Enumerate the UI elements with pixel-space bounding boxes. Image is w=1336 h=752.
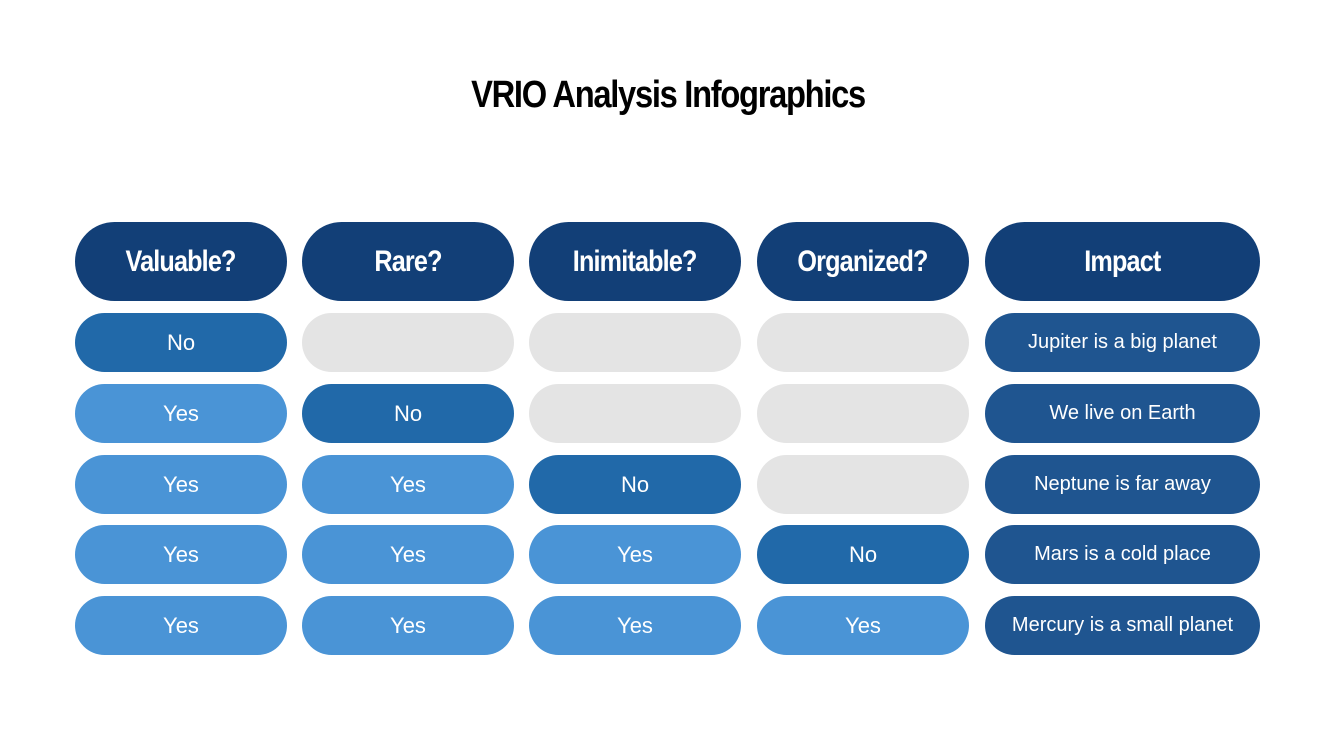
cell-rare-row-1 xyxy=(302,313,514,372)
header-rare: Rare? xyxy=(302,222,514,301)
cell-impact-row-5: Mercury is a small planet xyxy=(985,596,1260,655)
header-label: Rare? xyxy=(374,244,442,278)
cell-rare-row-2: No xyxy=(302,384,514,443)
cell-impact-row-4: Mars is a cold place xyxy=(985,525,1260,584)
cell-inimitable-row-3: No xyxy=(529,455,741,514)
cell-valuable-row-5: Yes xyxy=(75,596,287,655)
header-label: Organized? xyxy=(797,244,929,278)
cell-organized-row-3 xyxy=(757,455,969,514)
cell-rare-row-4: Yes xyxy=(302,525,514,584)
cell-inimitable-row-4: Yes xyxy=(529,525,741,584)
cell-impact-row-1: Jupiter is a big planet xyxy=(985,313,1260,372)
cell-impact-row-3: Neptune is far away xyxy=(985,455,1260,514)
cell-valuable-row-2: Yes xyxy=(75,384,287,443)
cell-valuable-row-4: Yes xyxy=(75,525,287,584)
header-label: Valuable? xyxy=(125,244,237,278)
cell-rare-row-3: Yes xyxy=(302,455,514,514)
cell-inimitable-row-5: Yes xyxy=(529,596,741,655)
cell-organized-row-5: Yes xyxy=(757,596,969,655)
header-impact: Impact xyxy=(985,222,1260,301)
page-title: VRIO Analysis Infographics xyxy=(471,74,866,116)
cell-inimitable-row-2 xyxy=(529,384,741,443)
cell-organized-row-2 xyxy=(757,384,969,443)
cell-inimitable-row-1 xyxy=(529,313,741,372)
header-organized: Organized? xyxy=(757,222,969,301)
header-label: Inimitable? xyxy=(573,244,698,278)
cell-valuable-row-1: No xyxy=(75,313,287,372)
header-inimitable: Inimitable? xyxy=(529,222,741,301)
cell-rare-row-5: Yes xyxy=(302,596,514,655)
cell-impact-row-2: We live on Earth xyxy=(985,384,1260,443)
header-valuable: Valuable? xyxy=(75,222,287,301)
cell-organized-row-1 xyxy=(757,313,969,372)
cell-valuable-row-3: Yes xyxy=(75,455,287,514)
header-label: Impact xyxy=(1084,244,1161,278)
cell-organized-row-4: No xyxy=(757,525,969,584)
